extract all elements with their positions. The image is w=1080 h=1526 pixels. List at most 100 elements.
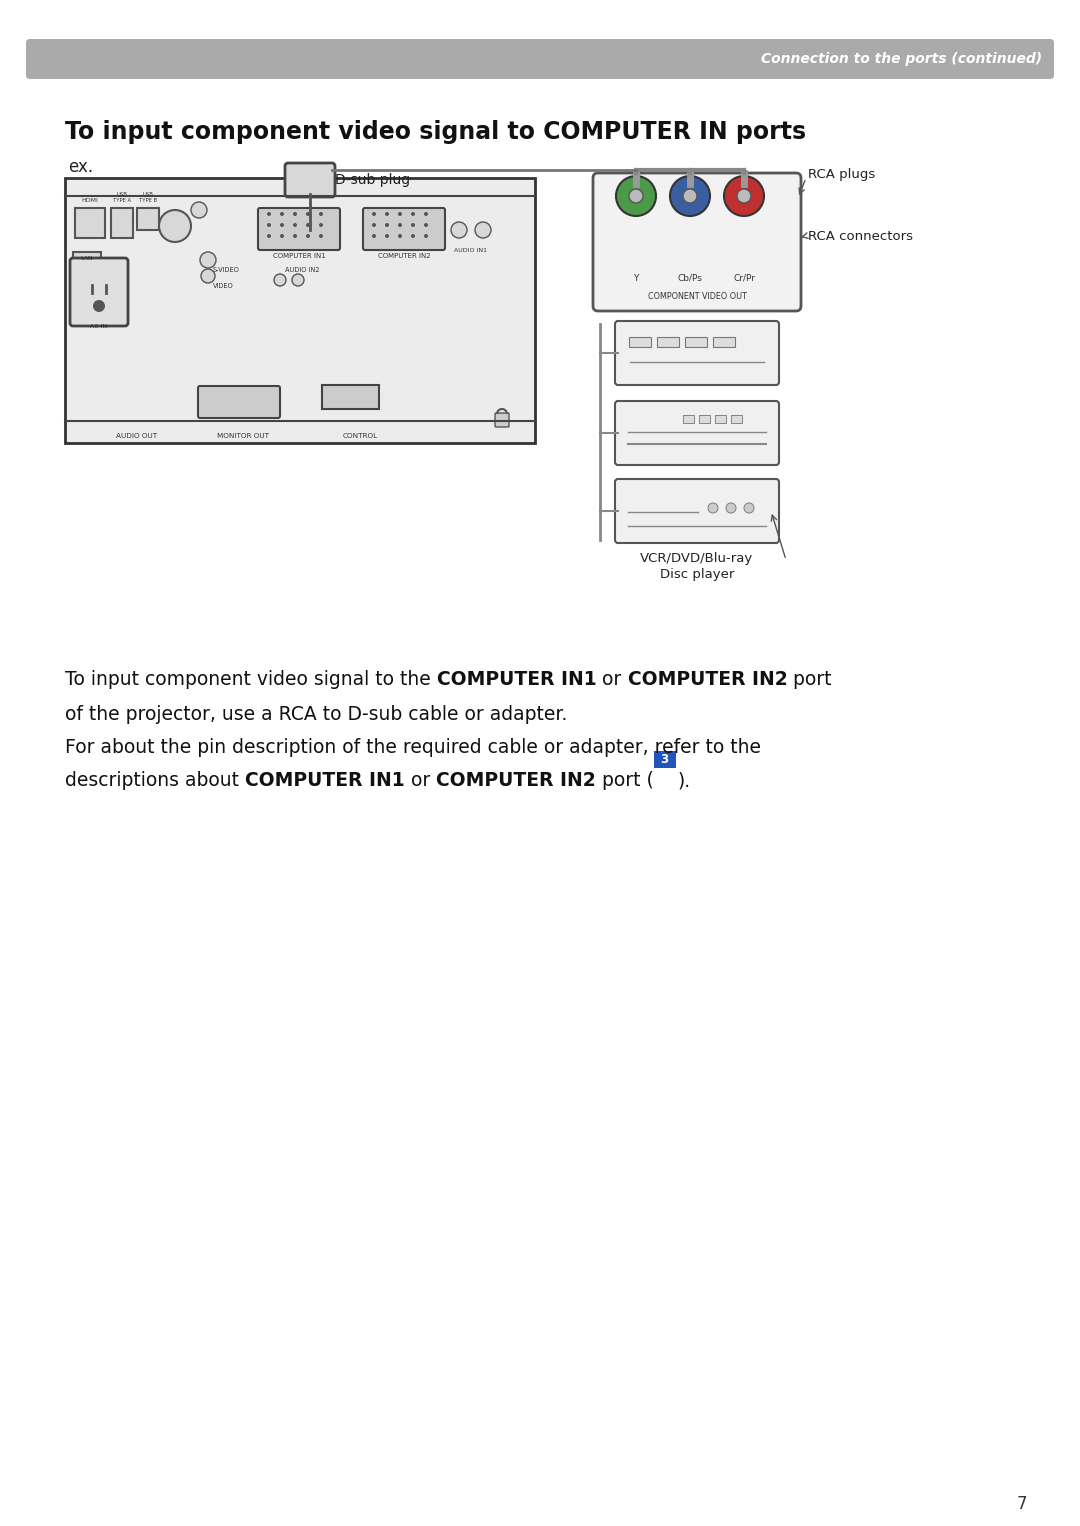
Text: Y: Y (633, 273, 638, 282)
Circle shape (411, 212, 415, 217)
Circle shape (399, 233, 402, 238)
Circle shape (384, 233, 389, 238)
Text: S-VIDEO: S-VIDEO (213, 267, 240, 273)
Text: VIDEO: VIDEO (213, 282, 233, 288)
Text: or: or (596, 670, 627, 690)
Text: Cr/Pr: Cr/Pr (733, 273, 755, 282)
Circle shape (372, 223, 376, 227)
FancyBboxPatch shape (322, 385, 379, 409)
Text: CONTROL: CONTROL (342, 433, 378, 439)
FancyBboxPatch shape (683, 415, 693, 423)
Text: LAN: LAN (81, 255, 93, 261)
Text: RCA plugs: RCA plugs (808, 168, 875, 180)
Text: VCR/DVD/Blu-ray: VCR/DVD/Blu-ray (640, 551, 754, 565)
Text: Disc player: Disc player (660, 568, 734, 580)
Circle shape (424, 212, 428, 217)
Text: ex.: ex. (68, 159, 93, 175)
Text: port: port (787, 670, 832, 690)
Circle shape (280, 223, 284, 227)
Circle shape (306, 212, 310, 217)
Circle shape (280, 233, 284, 238)
FancyBboxPatch shape (615, 401, 779, 465)
Circle shape (306, 233, 310, 238)
Text: of the projector, use a RCA to D-sub cable or adapter.: of the projector, use a RCA to D-sub cab… (65, 705, 567, 723)
Text: or: or (405, 771, 436, 790)
FancyBboxPatch shape (73, 252, 102, 270)
Circle shape (737, 189, 751, 203)
Circle shape (319, 233, 323, 238)
Circle shape (200, 252, 216, 269)
Circle shape (411, 223, 415, 227)
Text: COMPUTER IN1: COMPUTER IN1 (245, 771, 405, 790)
Text: ).: ). (677, 771, 690, 790)
Text: USB
TYPE B: USB TYPE B (139, 192, 157, 203)
Text: To input component video signal to COMPUTER IN ports: To input component video signal to COMPU… (65, 121, 806, 143)
FancyBboxPatch shape (137, 208, 159, 230)
FancyBboxPatch shape (111, 208, 133, 238)
Circle shape (159, 211, 191, 243)
FancyBboxPatch shape (713, 337, 735, 346)
Polygon shape (65, 179, 535, 443)
Text: RCA connectors: RCA connectors (808, 229, 913, 243)
Circle shape (93, 301, 105, 311)
Text: 3: 3 (661, 752, 669, 766)
Circle shape (424, 233, 428, 238)
Circle shape (744, 504, 754, 513)
Circle shape (424, 223, 428, 227)
Text: AUDIO IN2: AUDIO IN2 (285, 267, 320, 273)
Text: descriptions about: descriptions about (65, 771, 245, 790)
FancyBboxPatch shape (495, 414, 509, 427)
Circle shape (616, 175, 656, 217)
Text: COMPUTER IN2: COMPUTER IN2 (436, 771, 596, 790)
Circle shape (201, 269, 215, 282)
Text: AC IN: AC IN (91, 324, 108, 328)
Text: To input component video signal to the: To input component video signal to the (65, 670, 436, 690)
Circle shape (384, 223, 389, 227)
Circle shape (191, 201, 207, 218)
FancyBboxPatch shape (70, 258, 129, 327)
FancyBboxPatch shape (593, 172, 801, 311)
Circle shape (293, 212, 297, 217)
FancyBboxPatch shape (715, 415, 726, 423)
FancyBboxPatch shape (685, 337, 707, 346)
Text: 7: 7 (1016, 1495, 1027, 1512)
Circle shape (708, 504, 718, 513)
Circle shape (399, 223, 402, 227)
Circle shape (475, 221, 491, 238)
FancyBboxPatch shape (629, 337, 651, 346)
Text: USB
TYPE A: USB TYPE A (113, 192, 131, 203)
Circle shape (293, 233, 297, 238)
Circle shape (292, 275, 303, 285)
Circle shape (411, 233, 415, 238)
Circle shape (293, 223, 297, 227)
Circle shape (319, 212, 323, 217)
Text: COMPUTER IN1: COMPUTER IN1 (436, 670, 596, 690)
Circle shape (726, 504, 735, 513)
Circle shape (306, 223, 310, 227)
FancyBboxPatch shape (699, 415, 710, 423)
Text: COMPUTER IN2: COMPUTER IN2 (627, 670, 787, 690)
FancyBboxPatch shape (26, 40, 1054, 79)
FancyBboxPatch shape (615, 479, 779, 543)
Circle shape (274, 275, 286, 285)
FancyBboxPatch shape (657, 337, 679, 346)
FancyBboxPatch shape (258, 208, 340, 250)
Circle shape (683, 189, 697, 203)
Text: Connection to the ports (continued): Connection to the ports (continued) (761, 52, 1042, 66)
Text: AUDIO IN1: AUDIO IN1 (455, 247, 487, 252)
Circle shape (280, 212, 284, 217)
Text: MONITOR OUT: MONITOR OUT (217, 433, 269, 439)
FancyBboxPatch shape (653, 751, 675, 768)
Circle shape (267, 212, 271, 217)
Circle shape (267, 223, 271, 227)
Text: D-sub plug: D-sub plug (335, 172, 410, 188)
Circle shape (267, 233, 271, 238)
Text: For about the pin description of the required cable or adapter, refer to the: For about the pin description of the req… (65, 739, 761, 757)
FancyBboxPatch shape (198, 386, 280, 418)
Text: HDMI: HDMI (82, 198, 98, 203)
FancyBboxPatch shape (75, 208, 105, 238)
Circle shape (372, 212, 376, 217)
FancyBboxPatch shape (730, 415, 742, 423)
Circle shape (629, 189, 643, 203)
Circle shape (384, 212, 389, 217)
